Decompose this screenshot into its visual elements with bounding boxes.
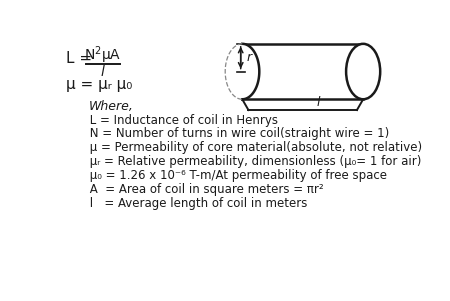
Text: l: l [316,95,320,108]
Text: μ = Permeability of core material(absolute, not relative): μ = Permeability of core material(absolu… [86,141,422,154]
Ellipse shape [346,44,380,99]
Text: N$^2$μA: N$^2$μA [84,45,122,66]
Text: N = Number of turns in wire coil(straight wire = 1): N = Number of turns in wire coil(straigh… [86,127,389,140]
Text: l   = Average length of coil in meters: l = Average length of coil in meters [86,197,307,210]
Text: r: r [247,51,252,64]
Text: μ₀ = 1.26 x 10⁻⁶ T-m/At permeability of free space: μ₀ = 1.26 x 10⁻⁶ T-m/At permeability of … [86,169,387,182]
Text: L =: L = [66,51,97,66]
Ellipse shape [225,44,259,99]
Text: L = Inductance of coil in Henrys: L = Inductance of coil in Henrys [86,113,278,126]
Text: l: l [101,64,105,79]
Text: A  = Area of coil in square meters = πr²: A = Area of coil in square meters = πr² [86,183,323,196]
Text: μᵣ = Relative permeability, dimensionless (μ₀= 1 for air): μᵣ = Relative permeability, dimensionles… [86,155,421,168]
Text: μ = μᵣ μ₀: μ = μᵣ μ₀ [66,77,132,92]
Text: Where,: Where, [89,100,134,113]
